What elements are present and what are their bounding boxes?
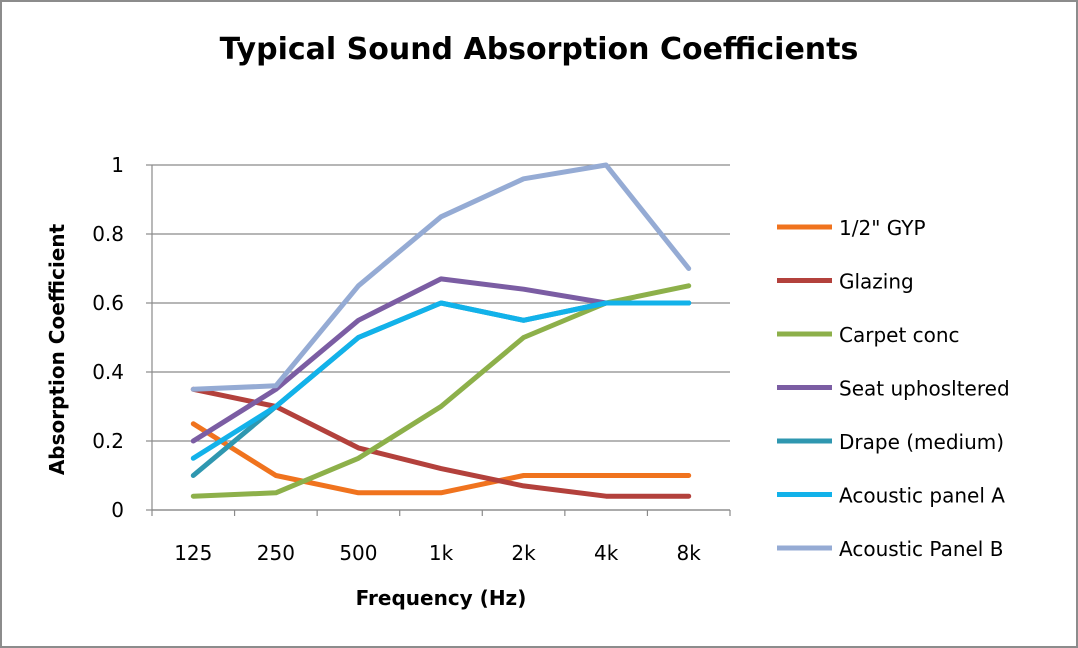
legend: 1/2" GYP Glazing Carpet conc Seat uphoslter… bbox=[777, 216, 1010, 561]
y-tick-label: 0.6 bbox=[92, 291, 124, 315]
y-tick-label: 1 bbox=[111, 153, 124, 177]
x-tick-label: 2k bbox=[511, 541, 536, 565]
y-tick-label: 0.2 bbox=[92, 429, 124, 453]
x-tick-label: 500 bbox=[339, 541, 377, 565]
series-line bbox=[190, 283, 692, 499]
x-axis-title: Frequency (Hz) bbox=[356, 586, 527, 610]
series-line bbox=[190, 421, 692, 496]
y-tick-label: 0 bbox=[111, 498, 124, 522]
series-lines bbox=[190, 162, 692, 499]
x-tick-label: 250 bbox=[257, 541, 295, 565]
legend-label: Drape (medium) bbox=[839, 430, 1004, 454]
x-tick-label: 8k bbox=[677, 541, 702, 565]
x-tick-label: 4k bbox=[594, 541, 619, 565]
x-tick-label: 1k bbox=[429, 541, 454, 565]
series-line bbox=[190, 300, 692, 478]
legend-label: Glazing bbox=[839, 270, 914, 294]
legend-label: Acoustic Panel B bbox=[839, 537, 1003, 561]
x-tick-label: 125 bbox=[174, 541, 212, 565]
y-axis-title: Absorption Coefficient bbox=[45, 223, 69, 475]
y-tick-label: 0.4 bbox=[92, 360, 124, 384]
legend-label: Seat uphosltered bbox=[839, 377, 1010, 401]
series-line bbox=[190, 162, 692, 392]
chart-title: Typical Sound Absorption Coefficients bbox=[219, 32, 859, 67]
legend-label: Carpet conc bbox=[839, 323, 960, 347]
y-tick-label: 0.8 bbox=[92, 222, 124, 246]
legend-label: Acoustic panel A bbox=[839, 484, 1005, 508]
legend-label: 1/2" GYP bbox=[839, 216, 926, 240]
series-line bbox=[190, 300, 692, 461]
axes: 0 0.2 0.4 0.6 0.8 1 125 250 500 1k 2k 4k 8k bbox=[92, 153, 731, 565]
